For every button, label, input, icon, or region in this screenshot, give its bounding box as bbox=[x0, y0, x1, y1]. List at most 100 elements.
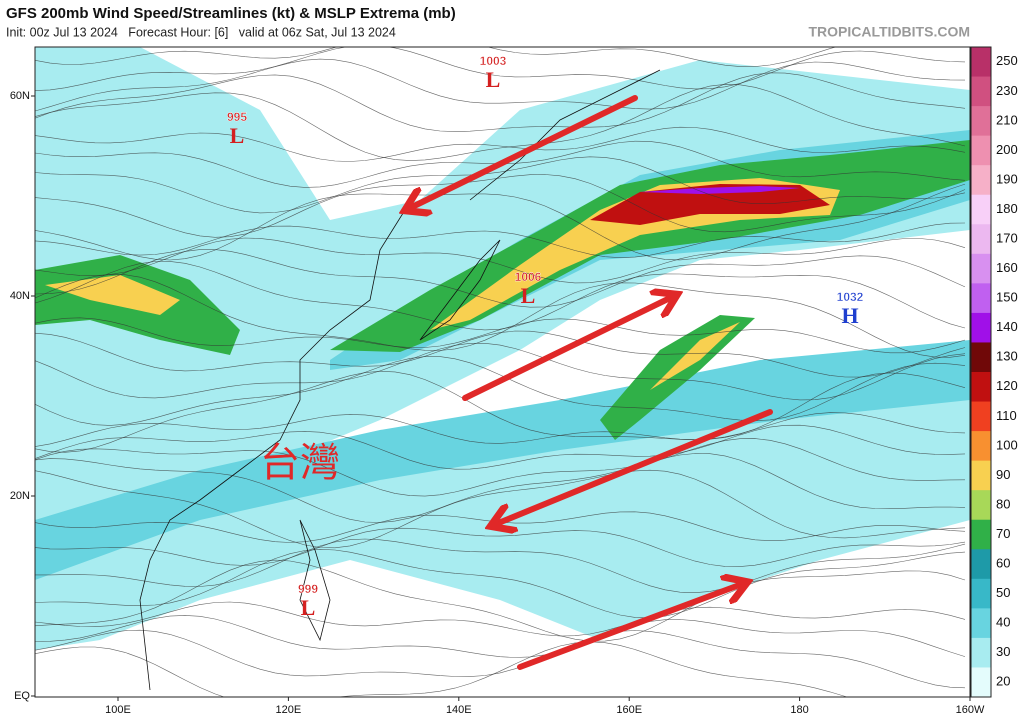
colorbar-label: 190 bbox=[996, 171, 1018, 186]
flow-arrows bbox=[410, 95, 773, 670]
streamline bbox=[35, 261, 966, 331]
colorbar-segment bbox=[971, 165, 991, 196]
latitude-label: EQ bbox=[14, 690, 30, 702]
shade-90 bbox=[45, 275, 180, 315]
taiwan-annotation: 台灣 bbox=[260, 440, 340, 486]
colorbar-label: 90 bbox=[996, 467, 1010, 482]
colorbar-label: 110 bbox=[996, 408, 1017, 423]
colorbar-label: 120 bbox=[996, 378, 1018, 393]
colorbar-segment bbox=[971, 194, 991, 225]
colorbar-segment bbox=[971, 312, 991, 343]
streamline bbox=[35, 174, 966, 238]
pressure-value: 1032 bbox=[837, 290, 864, 304]
pressure-center-letter: L bbox=[230, 123, 245, 148]
colorbar-segment bbox=[971, 490, 991, 521]
streamline bbox=[35, 183, 966, 261]
colorbar-label: 50 bbox=[996, 585, 1010, 600]
colorbar-label: 70 bbox=[996, 526, 1010, 541]
streamline bbox=[35, 527, 966, 567]
streamline bbox=[35, 72, 966, 132]
colorbar-segment bbox=[971, 431, 991, 462]
pressure-value: 1006 bbox=[515, 270, 542, 284]
streamline bbox=[35, 47, 965, 67]
shade-90 bbox=[430, 178, 840, 330]
colorbar-segment bbox=[971, 519, 991, 550]
coastline bbox=[419, 239, 501, 341]
colorbar-segment bbox=[971, 372, 991, 403]
pressure-center-letter: L bbox=[521, 283, 536, 308]
colorbar-segment bbox=[971, 106, 991, 137]
pressure-center-letter: L bbox=[486, 67, 501, 92]
streamline bbox=[35, 356, 966, 426]
longitude-label: 120E bbox=[276, 704, 302, 716]
streamline bbox=[35, 438, 966, 497]
longitude-label: 160W bbox=[956, 704, 985, 716]
streamline bbox=[35, 156, 966, 214]
colorbar-label: 100 bbox=[996, 437, 1018, 452]
colorbar-segment bbox=[971, 549, 991, 580]
shade-120 bbox=[590, 184, 830, 225]
flow-arrow bbox=[410, 95, 638, 208]
streamline bbox=[35, 58, 966, 112]
shade-140 bbox=[640, 186, 800, 194]
coastline bbox=[139, 209, 406, 691]
colorbar-segment bbox=[971, 637, 991, 668]
pressure-center-letter: H bbox=[841, 303, 858, 328]
latitude-label: 60N bbox=[10, 90, 30, 102]
colorbar-segment bbox=[971, 224, 991, 255]
colorbar-segment bbox=[971, 401, 991, 432]
colorbar-segment bbox=[971, 76, 991, 107]
colorbar-label: 230 bbox=[996, 83, 1018, 98]
colorbar-label: 180 bbox=[996, 201, 1018, 216]
pressure-value: 995 bbox=[227, 110, 247, 124]
colorbar-label: 40 bbox=[996, 615, 1010, 630]
flow-arrow bbox=[517, 584, 742, 670]
streamline bbox=[35, 47, 966, 91]
streamline bbox=[35, 559, 966, 642]
flow-arrow bbox=[462, 297, 672, 401]
colorbar-label: 60 bbox=[996, 555, 1010, 570]
coastlines bbox=[139, 69, 661, 691]
colorbar-segment bbox=[971, 667, 991, 698]
pressure-center-letter: L bbox=[301, 595, 316, 620]
colorbar-segment bbox=[971, 253, 991, 284]
longitude-label: 100E bbox=[105, 704, 131, 716]
colorbar-segment bbox=[971, 342, 991, 373]
map-frame bbox=[34, 46, 971, 698]
streamline bbox=[35, 615, 966, 658]
colorbar-label: 130 bbox=[996, 349, 1018, 364]
shade-70 bbox=[600, 315, 755, 440]
streamline bbox=[35, 370, 966, 453]
streamline bbox=[35, 629, 966, 689]
streamline bbox=[35, 317, 966, 354]
longitude-label: 160E bbox=[616, 704, 642, 716]
colorbar-label: 140 bbox=[996, 319, 1018, 334]
colorbar-segment bbox=[971, 460, 991, 491]
colorbar-segment bbox=[971, 283, 991, 314]
streamline bbox=[35, 424, 966, 470]
colorbar-label: 150 bbox=[996, 290, 1018, 305]
colorbar-label: 160 bbox=[996, 260, 1018, 275]
colorbar-label: 170 bbox=[996, 230, 1018, 245]
coastline bbox=[299, 519, 331, 642]
colorbar-label: 20 bbox=[996, 674, 1010, 689]
colorbar-segment bbox=[971, 608, 991, 639]
streamline bbox=[35, 538, 966, 594]
longitude-label: 180 bbox=[790, 704, 808, 716]
streamline bbox=[35, 641, 848, 697]
pressure-value: 999 bbox=[298, 582, 318, 596]
streamline bbox=[35, 469, 966, 549]
streamline bbox=[35, 222, 966, 259]
map-area: 台灣 bbox=[35, 47, 970, 697]
coastline bbox=[469, 69, 661, 201]
shade-40 bbox=[35, 340, 970, 580]
colorbar-label: 250 bbox=[996, 53, 1018, 68]
flow-arrow bbox=[496, 409, 773, 524]
streamline bbox=[35, 126, 966, 162]
colorbar-label: 200 bbox=[996, 142, 1018, 157]
streamline bbox=[35, 237, 966, 284]
colorbar-frame bbox=[970, 46, 992, 698]
streamline bbox=[35, 343, 966, 401]
colorbar-label: 210 bbox=[996, 112, 1018, 127]
